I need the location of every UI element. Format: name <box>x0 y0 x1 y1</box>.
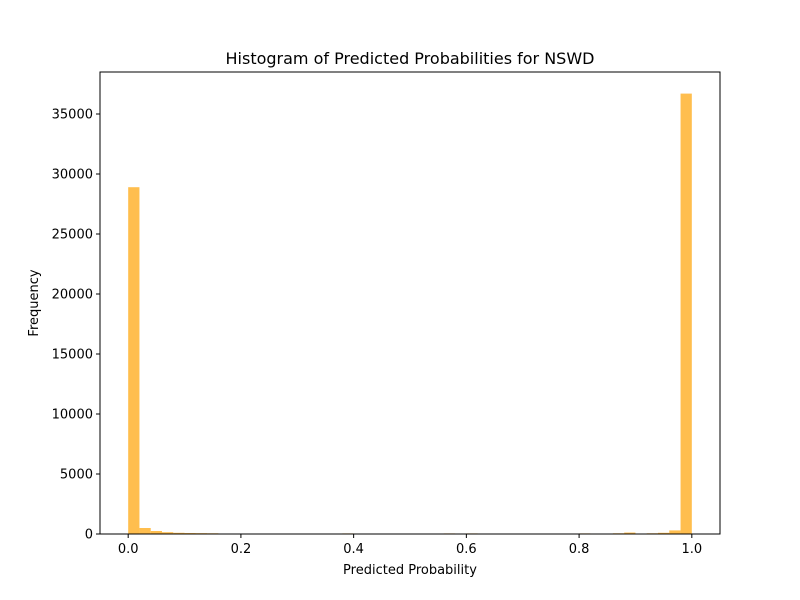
x-ticks: 0.0 0.2 0.4 0.6 0.8 1.0 <box>118 534 702 557</box>
histogram-bar <box>669 530 681 534</box>
y-tick-label: 20000 <box>52 288 93 303</box>
x-tick-label: 0.2 <box>231 542 252 557</box>
histogram-bar <box>658 532 670 534</box>
x-tick-label: 1.0 <box>681 542 702 557</box>
histogram-bar <box>624 532 636 534</box>
histogram-bar <box>139 528 151 534</box>
histogram-bar <box>173 532 185 534</box>
x-tick-label: 0.4 <box>343 542 364 557</box>
x-tick-label: 0.0 <box>118 542 139 557</box>
histogram-bar <box>162 532 174 534</box>
y-tick-label: 35000 <box>52 108 93 123</box>
x-tick-label: 0.8 <box>569 542 590 557</box>
x-tick-label: 0.6 <box>456 542 477 557</box>
y-ticks: 0 5000 10000 15000 20000 25000 30000 35000 <box>52 108 100 543</box>
y-tick-label: 25000 <box>52 228 93 243</box>
chart-title: Histogram of Predicted Probabilities for… <box>226 49 595 68</box>
y-tick-label: 10000 <box>52 408 93 423</box>
histogram-bar <box>680 93 692 534</box>
plot-frame <box>99 71 721 535</box>
y-tick-label: 0 <box>85 528 93 543</box>
y-tick-label: 5000 <box>60 468 93 483</box>
y-tick-label: 30000 <box>52 168 93 183</box>
y-axis-label: Frequency <box>27 269 42 336</box>
bars-group <box>128 93 692 535</box>
x-axis-label: Predicted Probability <box>343 563 477 578</box>
y-tick-label: 15000 <box>52 348 93 363</box>
histogram-bar <box>128 187 140 534</box>
histogram-bar <box>150 531 162 534</box>
